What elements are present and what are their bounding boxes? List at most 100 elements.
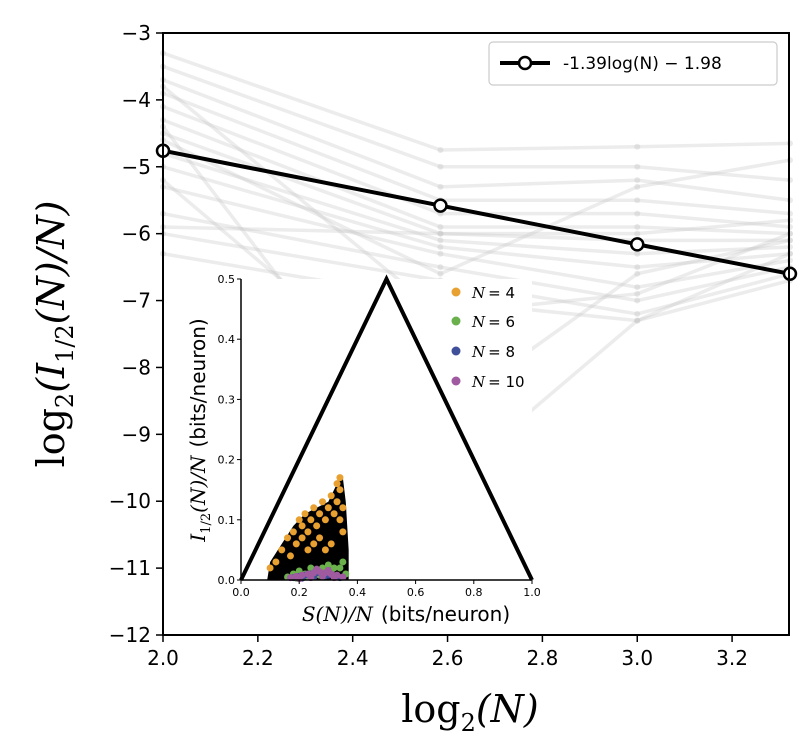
background-series-point-17-2 — [634, 230, 641, 237]
main-x-tick-label-4: 2.8 — [526, 646, 558, 670]
main-x-label-arg: (N) — [476, 687, 539, 731]
inset-point-s0-28 — [298, 534, 306, 542]
inset-point-s3-15 — [324, 566, 332, 574]
background-series-point-8-1 — [437, 244, 444, 251]
background-series-point-7-1 — [437, 237, 444, 244]
background-series-point-1-2 — [634, 163, 641, 170]
inset-x-label: S(N)/N (bits/neuron) — [302, 602, 510, 626]
inset-point-s0-12 — [316, 510, 324, 518]
background-series-point-14-2 — [634, 270, 641, 277]
fit-series-group — [155, 143, 798, 282]
main-y-label: log2(I1/2(N)/N) — [29, 201, 79, 468]
inset-legend-label-n4: N = 4 — [471, 284, 515, 302]
inset-point-s1-7 — [324, 561, 332, 569]
main-y-tick-label-1: −4 — [122, 88, 151, 112]
inset-y-tick-label-0: 0.0 — [218, 574, 236, 587]
inset-point-s0-11 — [313, 522, 321, 530]
background-series-point-4-2 — [634, 210, 641, 217]
background-series-line-4 — [162, 104, 791, 229]
background-series-point-11-2 — [634, 310, 641, 317]
background-series-line-17 — [162, 218, 791, 236]
background-series-line-1 — [162, 64, 791, 182]
background-series-line-9 — [162, 185, 791, 289]
inset-bound-group — [239, 274, 534, 581]
main-y-label-rest: (N)/N) — [29, 201, 73, 325]
main-x-label-sub: 2 — [461, 709, 476, 737]
inset-point-s0-17 — [330, 510, 338, 518]
inset-y-tick-label-5: 0.5 — [218, 273, 236, 286]
inset-point-s0-29 — [292, 540, 300, 548]
main-x-tick-label-6: 3.2 — [716, 646, 748, 670]
inset-point-s0-32 — [336, 516, 344, 524]
inset-point-s0-25 — [316, 534, 324, 542]
inset-point-s0-26 — [310, 540, 318, 548]
background-series-line-11 — [162, 231, 791, 316]
inset-point-s0-3 — [284, 534, 292, 542]
background-series-line-2 — [162, 78, 791, 202]
inset-point-s3-12 — [318, 572, 326, 580]
main-y-tick-label-2: −5 — [122, 155, 151, 179]
background-series-point-10-1 — [437, 264, 444, 271]
background-series-line-12 — [162, 252, 791, 323]
inset-legend-entry-n8: N = 8 — [451, 343, 515, 361]
inset-point-s0-0 — [266, 564, 274, 572]
inset-legend-marker-n6 — [451, 316, 461, 326]
inset-point-s0-27 — [304, 546, 312, 554]
background-series-line-0 — [162, 51, 790, 152]
inset-x-label-unit: (bits/neuron) — [381, 602, 510, 626]
main-y-label-sub: 2 — [51, 393, 79, 408]
inset-point-s0-13 — [318, 498, 326, 506]
background-series-point-5-2 — [634, 223, 641, 230]
background-series-point-10-2 — [634, 297, 641, 304]
main-y-ticks: −3 −4 −5 −6 −7 −8 −9 −10 −11 −12 — [109, 21, 163, 647]
inset-point-s0-23 — [327, 540, 335, 548]
inset-point-s0-9 — [307, 516, 315, 524]
main-legend-box — [488, 41, 778, 86]
inset-point-s0-31 — [339, 528, 347, 536]
background-series-point-5-1 — [437, 223, 444, 230]
inset-legend: N = 4 N = 6 N = 8 N = 10 — [451, 284, 525, 391]
inset-point-s0-20 — [339, 504, 347, 512]
inset-point-s3-9 — [339, 573, 347, 581]
main-x-tick-label-5: 3.0 — [621, 646, 653, 670]
inset-point-s0-24 — [321, 546, 329, 554]
inset-point-s1-9 — [336, 564, 344, 572]
main-x-ticks: 2.0 2.2 2.4 2.6 2.8 3.0 3.2 — [147, 635, 748, 670]
inset-legend-label-n10: N = 10 — [471, 373, 525, 391]
background-series-line-3 — [162, 91, 791, 216]
inset-legend-entry-n10: N = 10 — [451, 373, 525, 391]
main-x-tick-label-0: 2.0 — [147, 646, 179, 670]
main-x-label: log2(N) — [401, 687, 539, 737]
inset-point-s0-14 — [321, 516, 329, 524]
background-series-line-6 — [162, 131, 790, 243]
inset-bound-line — [239, 274, 534, 581]
main-y-label-arg: (I — [29, 362, 73, 393]
background-series-point-6-1 — [437, 230, 444, 237]
main-y-tick-label-6: −9 — [122, 422, 151, 446]
inset-point-s0-2 — [278, 546, 286, 554]
main-y-tick-label-7: −10 — [109, 489, 151, 513]
inset-legend-marker-n4 — [451, 287, 461, 297]
inset-x-tick-label-1: 0.2 — [290, 586, 308, 599]
inset-y-tick-label-4: 0.4 — [218, 333, 236, 346]
main-x-tick-label-2: 2.4 — [337, 646, 369, 670]
inset-point-s0-7 — [301, 510, 309, 518]
inset-axes: 0.0 0.2 0.4 0.6 0.8 1.0 0.0 0.1 0.2 0.3 0.4 0.5 N =… — [186, 273, 541, 626]
inset-x-tick-label-0: 0.0 — [232, 586, 250, 599]
main-legend-marker — [517, 55, 533, 71]
inset-point-s0-4 — [289, 528, 297, 536]
inset-y-label-math: I — [186, 533, 210, 543]
inset-point-s0-6 — [298, 522, 306, 530]
background-series-point-16-2 — [634, 183, 641, 190]
main-y-tick-label-5: −8 — [122, 355, 151, 379]
inset-legend-entry-n4: N = 4 — [451, 284, 515, 302]
inset-point-s1-15 — [339, 558, 347, 566]
background-series-point-0-2 — [634, 143, 641, 150]
background-series-point-9-2 — [634, 284, 641, 291]
inset-point-s0-18 — [333, 498, 341, 506]
inset-point-s0-16 — [327, 492, 335, 500]
background-series-point-17-1 — [437, 230, 444, 237]
background-series-line-7 — [162, 151, 791, 256]
main-x-label-log: log — [401, 687, 460, 731]
